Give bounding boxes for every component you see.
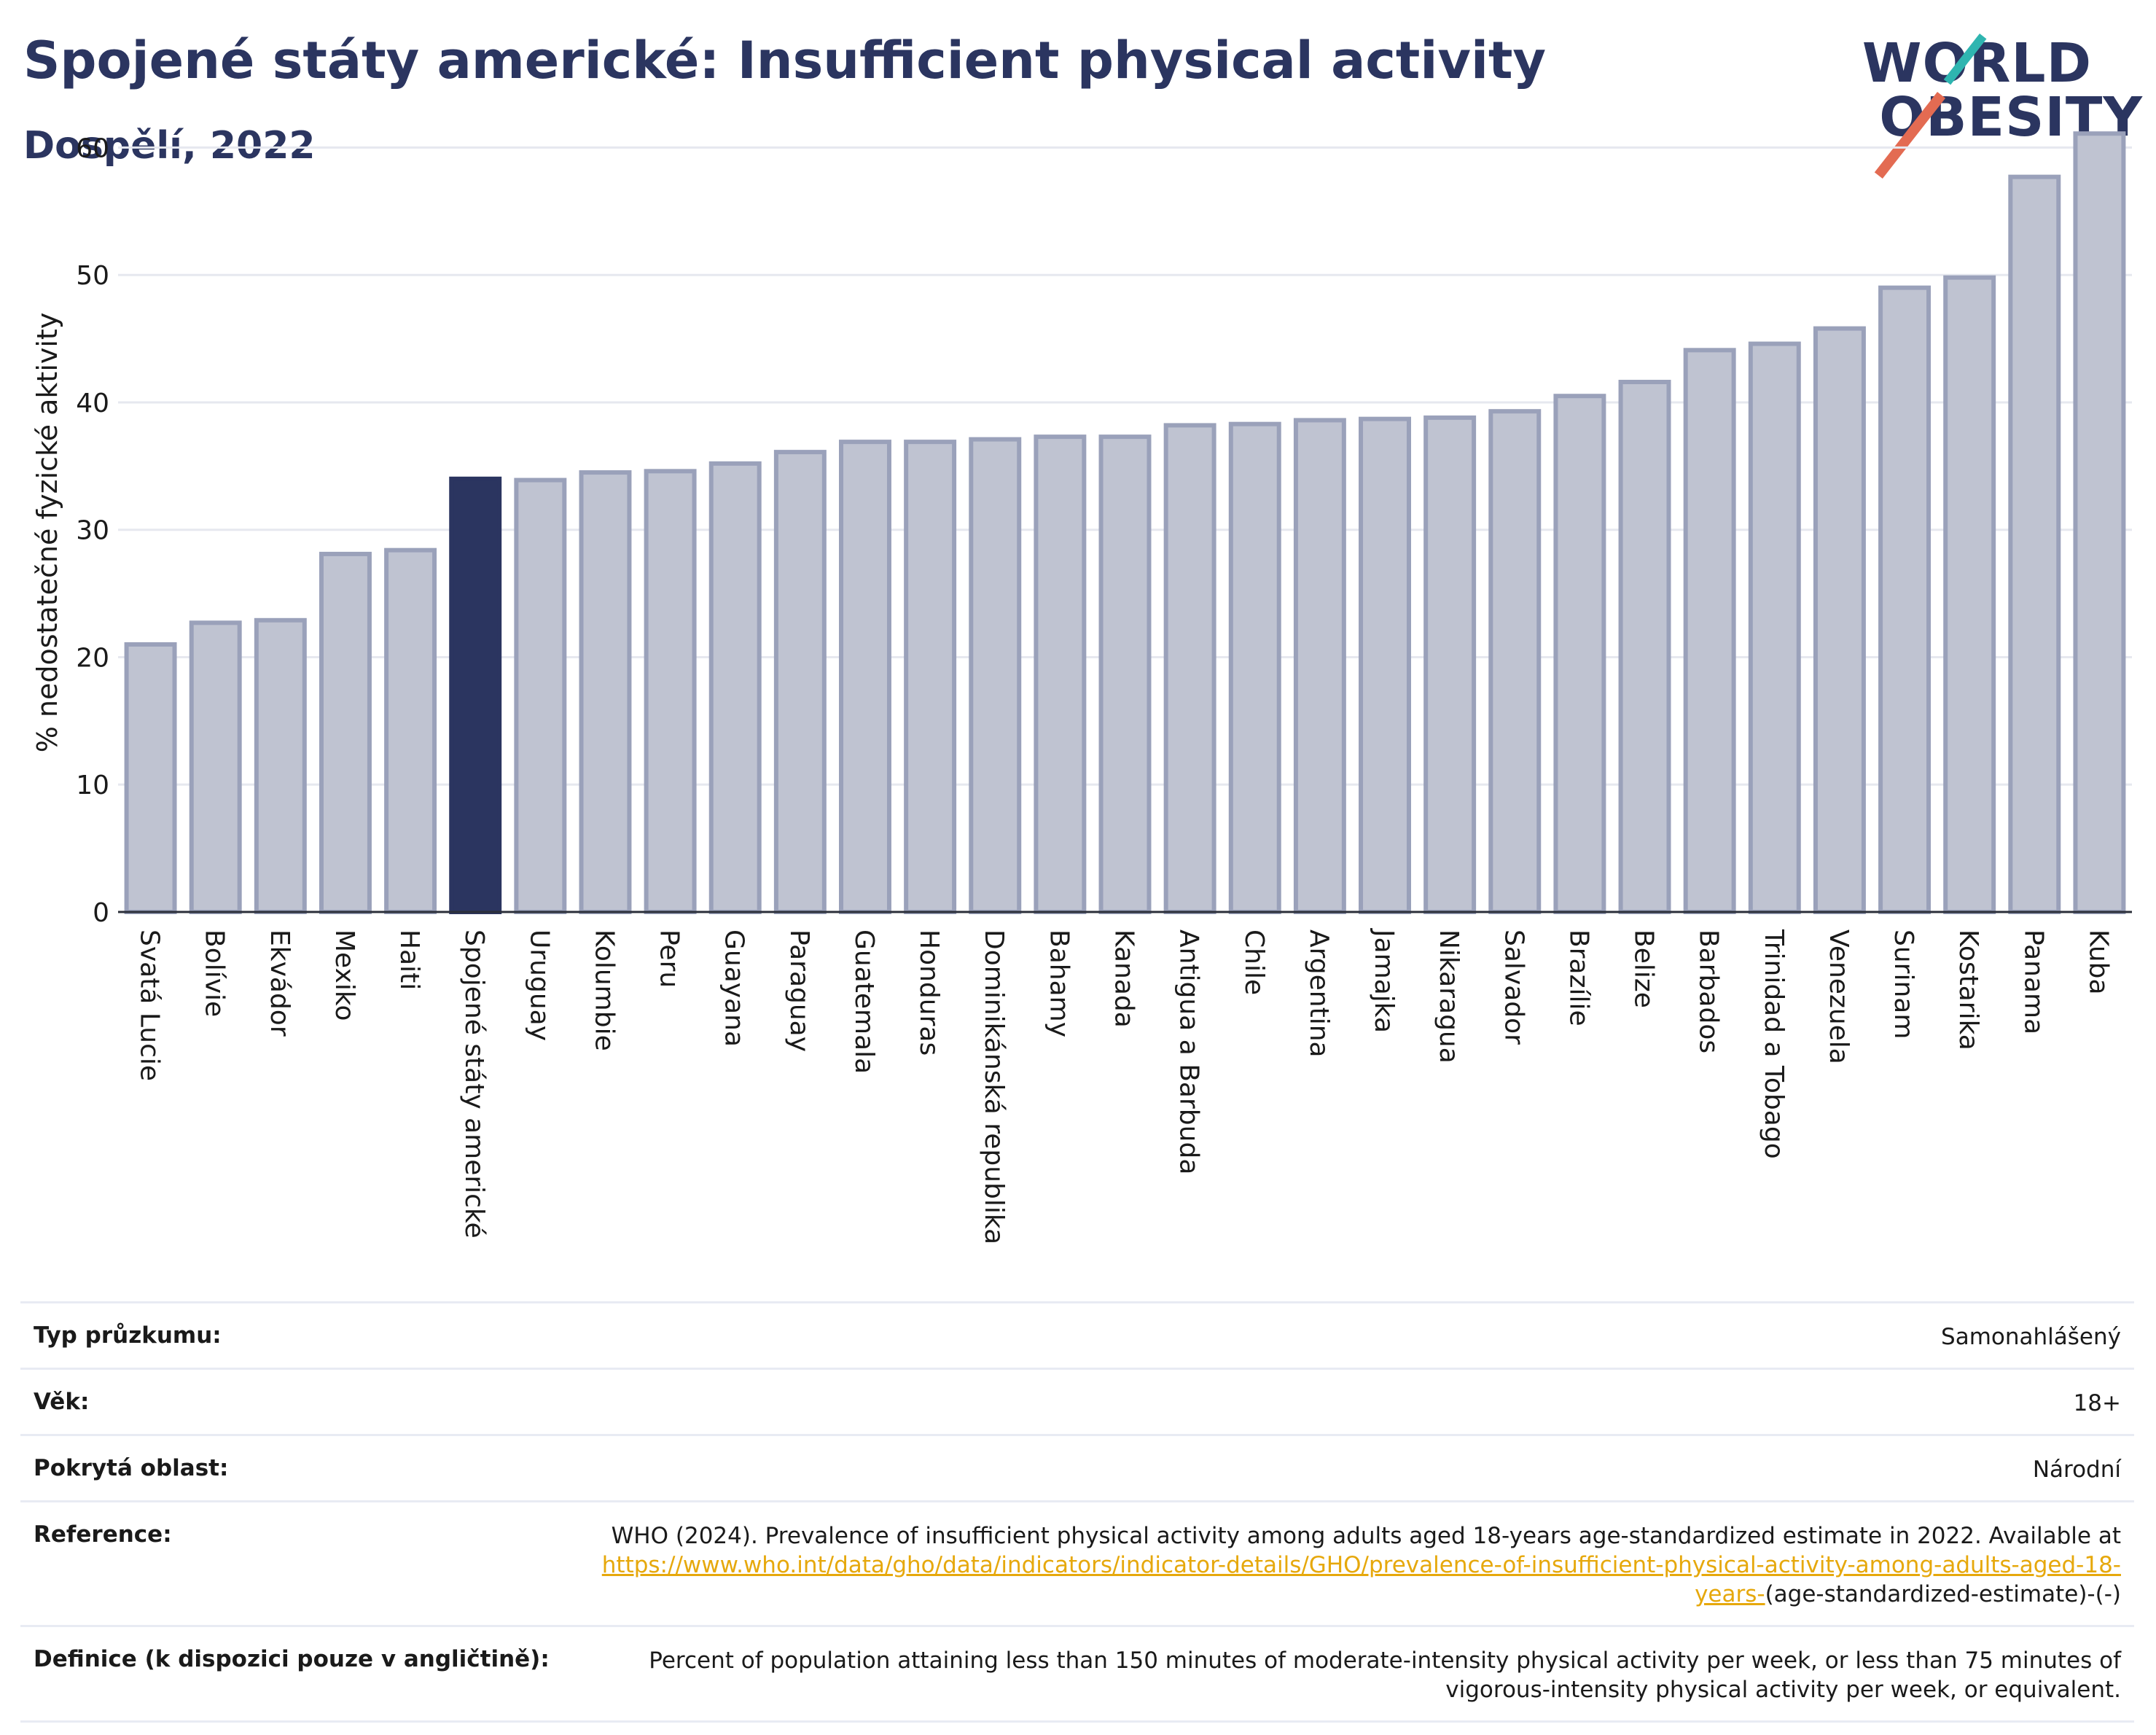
info-label: Reference: [34,1521,172,1548]
bar-chart: 0 10 20 30 40 50 60 % nedostatečné fyzické akti… [31,131,2132,1244]
x-tick-label: Bahamy [1044,929,1074,1037]
info-row-survey-type: Typ průzkumu: Samonahlášený [20,1301,2134,1368]
reference-text: WHO (2024). Prevalence of insufficient p… [611,1523,2121,1549]
page-title: Spojené státy americké: Insufficient phy… [23,31,1547,90]
x-tick-label: Guayana [719,929,749,1047]
x-tick-label: Kanada [1109,929,1139,1028]
x-tick-label: Belize [1629,929,1659,1008]
x-tick-label: Haiti [394,929,424,990]
y-tick-label: 30 [76,516,109,546]
bar-brazílie [1553,394,1606,914]
bar-guayana [708,461,762,914]
bar-spojené-státy-americké [449,476,502,914]
x-tick-label: Ekvádor [265,929,294,1037]
bar-venezuela [1813,326,1866,915]
bar-barbados [1683,348,1736,914]
y-tick-label: 0 [93,898,109,928]
x-tick-label: Salvador [1499,929,1528,1045]
x-tick-label: Kuba [2083,929,2113,995]
bar-argentina [1293,418,1346,914]
bar-svatá-lucie [124,642,177,914]
x-tick-label: Bolívie [200,929,230,1017]
info-row-reference: Reference: WHO (2024). Prevalence of ins… [20,1500,2134,1625]
x-tick-label: Trinidad a Tobago [1759,929,1789,1159]
bar-nikaragua [1423,415,1477,914]
bar-dominikánská-republika [969,437,1022,914]
info-label: Věk: [34,1389,90,1415]
reference-suffix: (age-standardized-estimate)-(-) [1765,1581,2121,1607]
x-tick-label: Venezuela [1824,929,1854,1064]
x-tick-label: Guatemala [849,929,879,1074]
bar-panama [2008,174,2061,915]
bar-ekvádor [254,617,307,914]
bar-surinam [1878,285,1932,914]
bar-paraguay [773,450,827,914]
x-tick-label: Brazílie [1563,929,1593,1026]
bar-belize [1618,379,1671,914]
x-tick-label: Kolumbie [589,929,619,1051]
info-label: Definice (k dispozici pouze v angličtině… [34,1646,550,1672]
bar-kostarika [1943,275,1996,914]
x-tick-label: Chile [1239,929,1269,995]
x-tick-label: Mexiko [329,929,359,1021]
bar-mexiko [319,551,372,915]
x-tick-label: Barbados [1694,929,1724,1053]
x-tick-label: Paraguay [784,929,814,1052]
info-label: Pokrytá oblast: [34,1455,229,1481]
bar-antigua-a-barbuda [1163,423,1216,914]
x-tick-label: Peru [655,929,684,988]
info-value: Percent of population attaining less tha… [649,1648,2121,1703]
info-row-coverage: Pokrytá oblast: Národní [20,1434,2134,1500]
x-tick-label: Svatá Lucie [135,929,165,1081]
info-table: Typ průzkumu: Samonahlášený Věk: 18+ Pok… [20,1301,2134,1723]
x-tick-label: Dominikánská republika [979,929,1009,1244]
bar-kanada [1098,434,1152,914]
bar-guatemala [839,440,891,914]
y-tick-label: 10 [76,771,109,800]
info-value: WHO (2024). Prevalence of insufficient p… [539,1521,2121,1609]
info-value: 18+ [2073,1390,2121,1416]
info-value: Národní [2032,1457,2121,1483]
bar-kolumbie [579,470,632,914]
x-tick-label: Jamajka [1369,928,1399,1033]
x-tick-label: Surinam [1889,929,1918,1039]
bar-uruguay [514,477,567,914]
x-tick-label: Argentina [1304,929,1334,1058]
bar-honduras [904,440,957,914]
x-tick-label: Antigua a Barbuda [1174,929,1204,1174]
info-row-age: Věk: 18+ [20,1368,2134,1434]
reference-link[interactable]: https://www.who.int/data/gho/data/indica… [601,1552,2121,1607]
info-label: Typ průzkumu: [34,1322,222,1349]
bar-kuba [2073,131,2126,915]
bar-haiti [384,547,437,915]
bar-trinidad-a-tobago [1748,341,1801,914]
x-tick-label: Kostarika [1953,929,1983,1050]
info-row-definition: Definice (k dispozici pouze v angličtině… [20,1625,2134,1723]
bar-salvador [1488,409,1542,914]
x-tick-label: Spojené státy americké [459,929,489,1239]
y-tick-label: 60 [76,133,109,163]
bar-peru [644,469,697,914]
x-tick-label: Honduras [914,929,944,1056]
bar-chile [1228,421,1281,914]
bar-bahamy [1034,434,1087,914]
info-value: Samonahlášený [1941,1324,2121,1350]
y-axis-label: % nedostatečné fyzické aktivity [31,313,63,753]
x-tick-label: Nikaragua [1434,929,1464,1064]
bar-jamajka [1359,416,1411,914]
bar-bolívie [189,620,242,914]
x-tick-label: Uruguay [524,929,554,1041]
y-tick-label: 50 [76,261,109,291]
page-subtitle: Dospělí, 2022 [23,124,316,168]
x-tick-label: Panama [2018,929,2048,1034]
y-tick-label: 40 [76,389,109,418]
y-tick-label: 20 [76,643,109,673]
